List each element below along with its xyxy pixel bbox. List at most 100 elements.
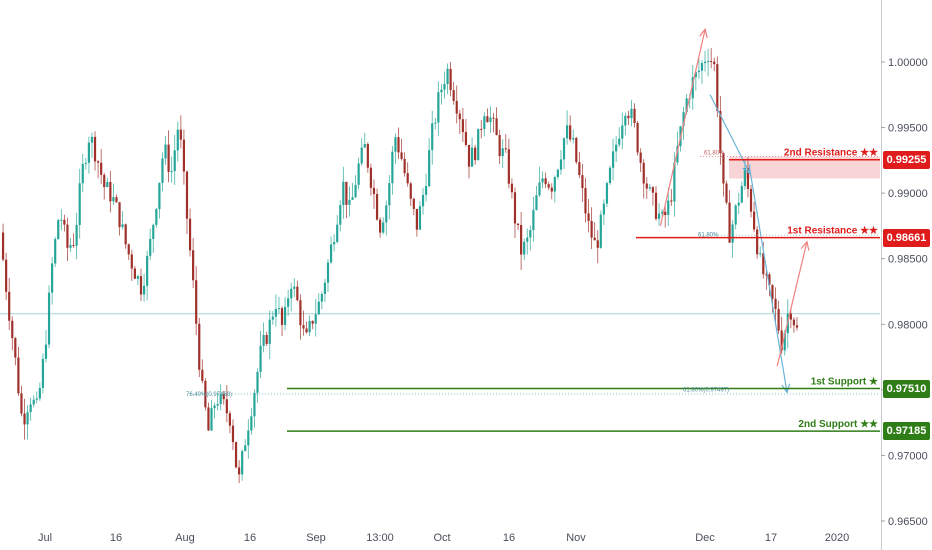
price-axis[interactable] [881, 0, 932, 550]
candle-body [38, 387, 41, 399]
candle-body [29, 404, 32, 413]
time-axis[interactable]: Jul 16 Aug 16 Sep 13:00 Oct 16 Nov Dec 17 2020 [38, 532, 849, 544]
candle-body [127, 244, 130, 255]
candle-body [452, 90, 455, 101]
candle-body [78, 183, 81, 225]
candle-body [636, 122, 639, 153]
candle-body [130, 254, 133, 269]
candle-body [106, 181, 109, 188]
candle-body [627, 115, 630, 119]
candle-body [719, 110, 722, 154]
candle-body [529, 230, 532, 238]
candle-body [615, 144, 618, 152]
candle-body [415, 208, 418, 230]
candle-body [731, 224, 734, 243]
candle-body [599, 214, 602, 248]
candle-body [737, 202, 740, 206]
candle-body [158, 182, 161, 210]
candle-body [369, 167, 373, 188]
candle-body [314, 314, 317, 324]
candle-body [161, 158, 164, 183]
candle-body [329, 244, 333, 263]
projection-arrow-line [749, 169, 788, 393]
candle-body [713, 61, 716, 65]
time-tick-label: 16 [110, 532, 122, 544]
candle-body [654, 192, 658, 219]
candle-body [547, 184, 550, 188]
candle-body [179, 129, 182, 140]
candle-body [173, 150, 176, 172]
candle-body [379, 219, 382, 233]
candle-body [305, 328, 308, 333]
candle-body [241, 451, 244, 475]
price-tick-label: 0.99000 [888, 188, 928, 200]
candle-body [550, 187, 553, 192]
candle-body [256, 371, 259, 393]
time-tick-label: Nov [566, 532, 586, 544]
candle-body [593, 237, 596, 241]
candle-body [219, 393, 222, 405]
candle-body [118, 202, 121, 228]
candle-body [670, 200, 673, 202]
candle-body [608, 167, 612, 184]
candle-body [449, 68, 452, 91]
candle-body [605, 183, 609, 204]
candle-body [428, 150, 431, 187]
candle-body [437, 92, 440, 123]
candle-body [716, 64, 719, 111]
projection-arrow-line [776, 241, 808, 367]
candle-body [385, 205, 388, 223]
projection-arrow-head [699, 27, 708, 39]
resistance-zone [729, 156, 880, 179]
candle-body [317, 301, 320, 315]
candle-body [483, 116, 486, 129]
candle-body [771, 285, 774, 299]
price-tick-label: 0.98500 [888, 254, 928, 266]
candle-body [498, 135, 501, 157]
candle-body [722, 153, 725, 184]
candle-body [100, 162, 103, 175]
candle-body [311, 320, 314, 324]
candle-body [486, 116, 489, 123]
candle-body [461, 119, 464, 133]
candle-body [409, 183, 412, 199]
candle-body [642, 162, 645, 184]
candle-body [587, 213, 590, 221]
projection-arrow-head [800, 240, 810, 251]
candle-body [440, 89, 443, 93]
candle-body [84, 162, 87, 164]
candle-body [47, 292, 51, 345]
candle-body [553, 177, 556, 192]
candle-body [225, 399, 228, 414]
candle-body [23, 413, 26, 425]
candle-body [287, 298, 290, 307]
resistance-price-tag: 0.99255 [883, 150, 930, 169]
candle-body [146, 255, 149, 286]
candle-body [464, 132, 468, 145]
candle-body [575, 137, 578, 163]
candle-body [562, 138, 566, 160]
candle-body [250, 416, 253, 431]
candle-body [676, 146, 679, 163]
candle-body [624, 115, 627, 126]
candle-body [280, 308, 284, 325]
candle-body [520, 225, 523, 255]
candle-body [222, 393, 225, 400]
candle-body [360, 147, 363, 164]
candle-body [474, 147, 477, 161]
candle-body [470, 147, 474, 167]
candle-body [538, 182, 541, 196]
candle-body [559, 159, 563, 170]
candle-body [8, 291, 11, 321]
candle-body [421, 194, 425, 207]
candle-body [710, 61, 713, 63]
candle-body [26, 412, 29, 425]
candle-body [492, 117, 495, 119]
candle-body [728, 202, 731, 243]
candle-body [535, 195, 538, 210]
candle-body [5, 259, 8, 292]
price-tick-label: 1.00000 [888, 57, 928, 69]
candle-body [581, 175, 584, 189]
candle-body [792, 319, 796, 326]
